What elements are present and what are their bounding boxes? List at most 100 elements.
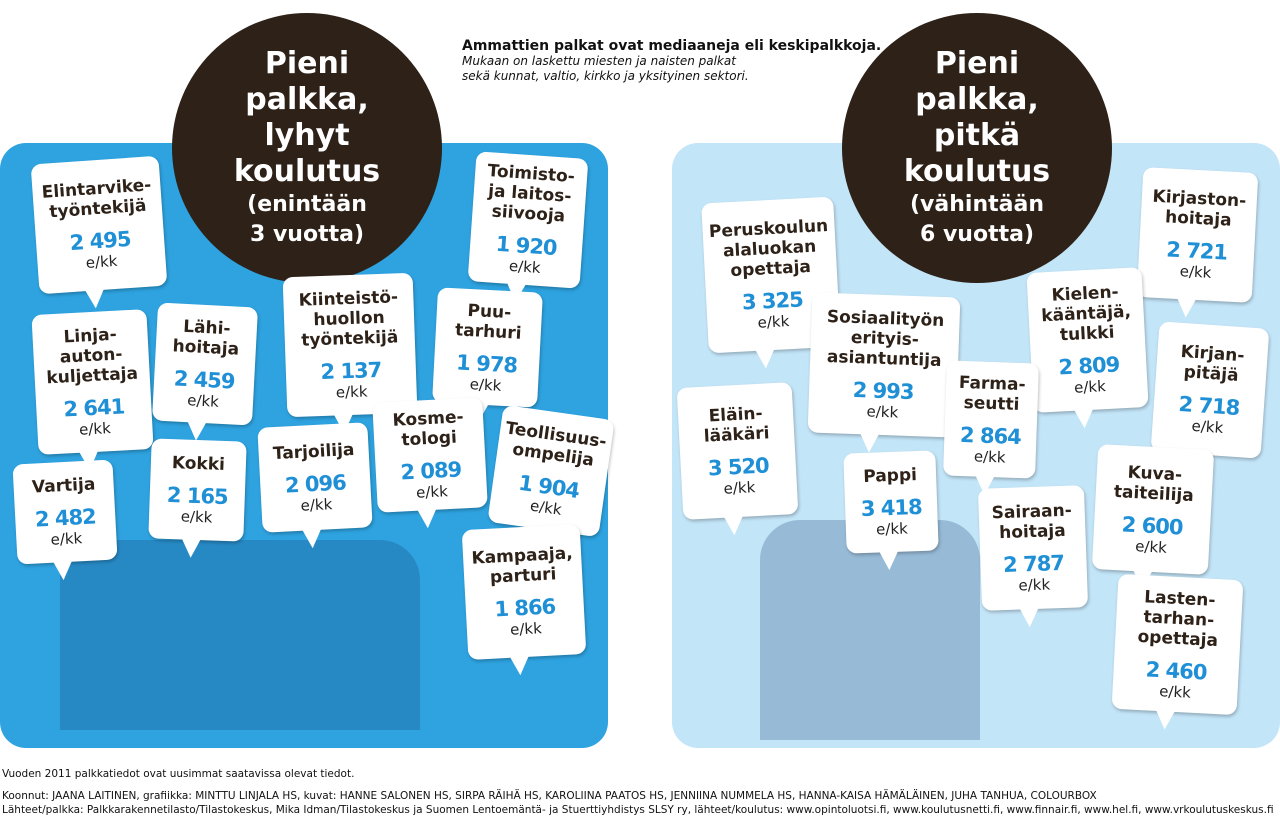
occupation: hoitaja — [172, 336, 240, 360]
unit: e/kk — [973, 446, 1006, 467]
salary: 2 459 — [173, 366, 236, 394]
speech-bubble: Pappi 3 418 e/kk — [843, 450, 939, 554]
occupation: siivooja — [491, 201, 566, 227]
salary: 3 325 — [741, 287, 804, 315]
unit: e/kk — [78, 419, 112, 439]
unit: e/kk — [1073, 377, 1107, 397]
occupation: hoitaja — [998, 520, 1067, 544]
heading-line: Pieni — [934, 46, 1020, 81]
occupation: Linja- — [63, 324, 118, 348]
unit: e/kk — [1158, 681, 1192, 702]
speech-bubble: Lähi-hoitaja 2 459 e/kk — [151, 302, 259, 426]
unit: e/kk — [723, 478, 756, 498]
speech-bubble: Linja-auton-kuljettaja 2 641 e/kk — [31, 309, 154, 455]
unit: e/kk — [509, 619, 543, 639]
occupation: opettaja — [1137, 626, 1219, 651]
unit: e/kk — [1018, 575, 1051, 595]
salary: 2 482 — [34, 504, 97, 532]
heading-line: pitkä — [933, 118, 1021, 153]
speech-bubble: Puu-tarhuri 1 978 e/kk — [432, 287, 543, 408]
occupation: Sairaan- — [991, 500, 1073, 524]
occupation: kuljettaja — [45, 363, 139, 389]
footer-line: Vuoden 2011 palkkatiedot ovat uusimmat s… — [2, 768, 355, 780]
occupation: Kuva- — [1127, 462, 1183, 485]
occupation: Kampaaja, — [471, 543, 574, 569]
heading-line: koulutus — [233, 154, 381, 189]
footer-line: Koonnut: JAANA LAITINEN, grafiikka: MINT… — [2, 790, 1097, 802]
unit: e/kk — [415, 482, 449, 502]
salary: 2 718 — [1177, 391, 1241, 421]
speech-bubble: Teollisuus-ompelija 1 904 e/kk — [487, 404, 615, 538]
header-title: Ammattien palkat ovat mediaaneja eli kes… — [462, 38, 882, 54]
occupation: Sosiaalityön — [826, 306, 945, 332]
speech-bubble: Kielen-kääntäjä, tulkki 2 809 e/kk — [1026, 267, 1149, 413]
unit: e/kk — [866, 402, 899, 422]
occupation: Puu- — [467, 300, 512, 323]
occupation: tulkki — [1059, 322, 1115, 346]
unit: e/kk — [757, 312, 790, 332]
heading-line: palkka, — [915, 82, 1039, 117]
occupation: seutti — [963, 392, 1020, 415]
occupation: Tarjoilija — [272, 439, 355, 464]
speech-bubble: Kosme-tologi 2 089 e/kk — [372, 397, 488, 513]
speech-bubble: Farma-seutti 2 864 e/kk — [943, 360, 1039, 479]
heading-line: lyhyt — [264, 118, 350, 153]
occupation: asiantuntija — [826, 347, 942, 371]
unit: e/kk — [85, 251, 118, 272]
speech-bubble: Kirjaston-hoitaja 2 721 e/kk — [1136, 167, 1259, 303]
occupation: huollon — [313, 307, 386, 331]
header: Ammattien palkat ovat mediaaneja eli kes… — [462, 38, 881, 84]
unit: e/kk — [469, 374, 502, 395]
unit: e/kk — [1179, 262, 1212, 282]
salary: 1 978 — [455, 349, 518, 378]
speech-bubble: Vartija 2 482 e/kk — [12, 459, 118, 565]
occupation: opettaja — [730, 256, 812, 282]
salary: 1 920 — [495, 231, 558, 261]
unit: e/kk — [300, 494, 333, 515]
occupation: työntekijä — [300, 327, 399, 351]
photo — [60, 540, 420, 730]
subheading-line: (vähintään — [910, 192, 1044, 217]
header-note: Mukaan on laskettu miesten ja naisten pa… — [462, 54, 736, 68]
occupation: Pappi — [862, 465, 918, 487]
speech-bubble: Kampaaja, parturi 1 866 e/kk — [461, 524, 587, 660]
header-note: sekä kunnat, valtio, kirkko ja yksityine… — [462, 69, 749, 83]
speech-bubble: Lasten-tarhan-opettaja 2 460 e/kk — [1111, 573, 1244, 716]
heading-line: Pieni — [264, 46, 350, 81]
subheading-line: 3 vuotta) — [249, 222, 365, 247]
speech-bubble: Toimisto-ja laitos-siivooja 1 920 e/kk — [467, 151, 589, 289]
heading-circle: Pieni palkka, pitkä koulutus (vähintään 6 vuo… — [842, 13, 1112, 283]
salary: 2 721 — [1165, 237, 1228, 265]
salary: 2 089 — [399, 457, 462, 485]
unit: e/kk — [528, 496, 563, 519]
unit: e/kk — [335, 382, 368, 402]
salary: 2 460 — [1145, 656, 1208, 685]
unit: e/kk — [875, 519, 909, 539]
occupation: Farma- — [958, 372, 1026, 395]
speech-bubble: Kiinteistö-huollon työntekijä 2 137 e/kk — [282, 272, 418, 418]
speech-bubble: Kuva-taiteilija 2 600 e/kk — [1091, 444, 1215, 575]
occupation: Vartija — [31, 474, 96, 498]
salary: 2 809 — [1057, 352, 1120, 380]
photo — [760, 520, 980, 740]
salary: 2 096 — [284, 469, 347, 498]
heading-circle: Pieni palkka, lyhyt koulutus (enintään 3 vuot… — [172, 13, 442, 283]
unit: e/kk — [1191, 416, 1224, 437]
occupation: hoitaja — [1164, 207, 1233, 231]
speech-bubble: Sosiaalityön erityis-asiantuntija 2 993 e/k… — [807, 292, 961, 438]
occupation: Kokki — [171, 453, 226, 475]
occupation: erityis- — [850, 327, 920, 351]
speech-bubble: Sairaan-hoitaja 2 787 e/kk — [977, 485, 1089, 611]
salary: 2 600 — [1121, 511, 1184, 540]
occupation: parturi — [489, 564, 557, 588]
heading-line: koulutus — [903, 154, 1051, 189]
salary: 1 866 — [493, 594, 556, 622]
salary: 2 864 — [959, 422, 1022, 449]
salary: 3 520 — [707, 453, 770, 481]
unit: e/kk — [50, 529, 83, 549]
salary: 2 165 — [166, 482, 229, 510]
salary: 2 495 — [68, 226, 132, 256]
occupation: tologi — [401, 427, 458, 451]
salary: 3 418 — [860, 494, 922, 522]
footer-line: Lähteet/palkka: Palkkarakennetilasto/Til… — [2, 804, 1274, 816]
